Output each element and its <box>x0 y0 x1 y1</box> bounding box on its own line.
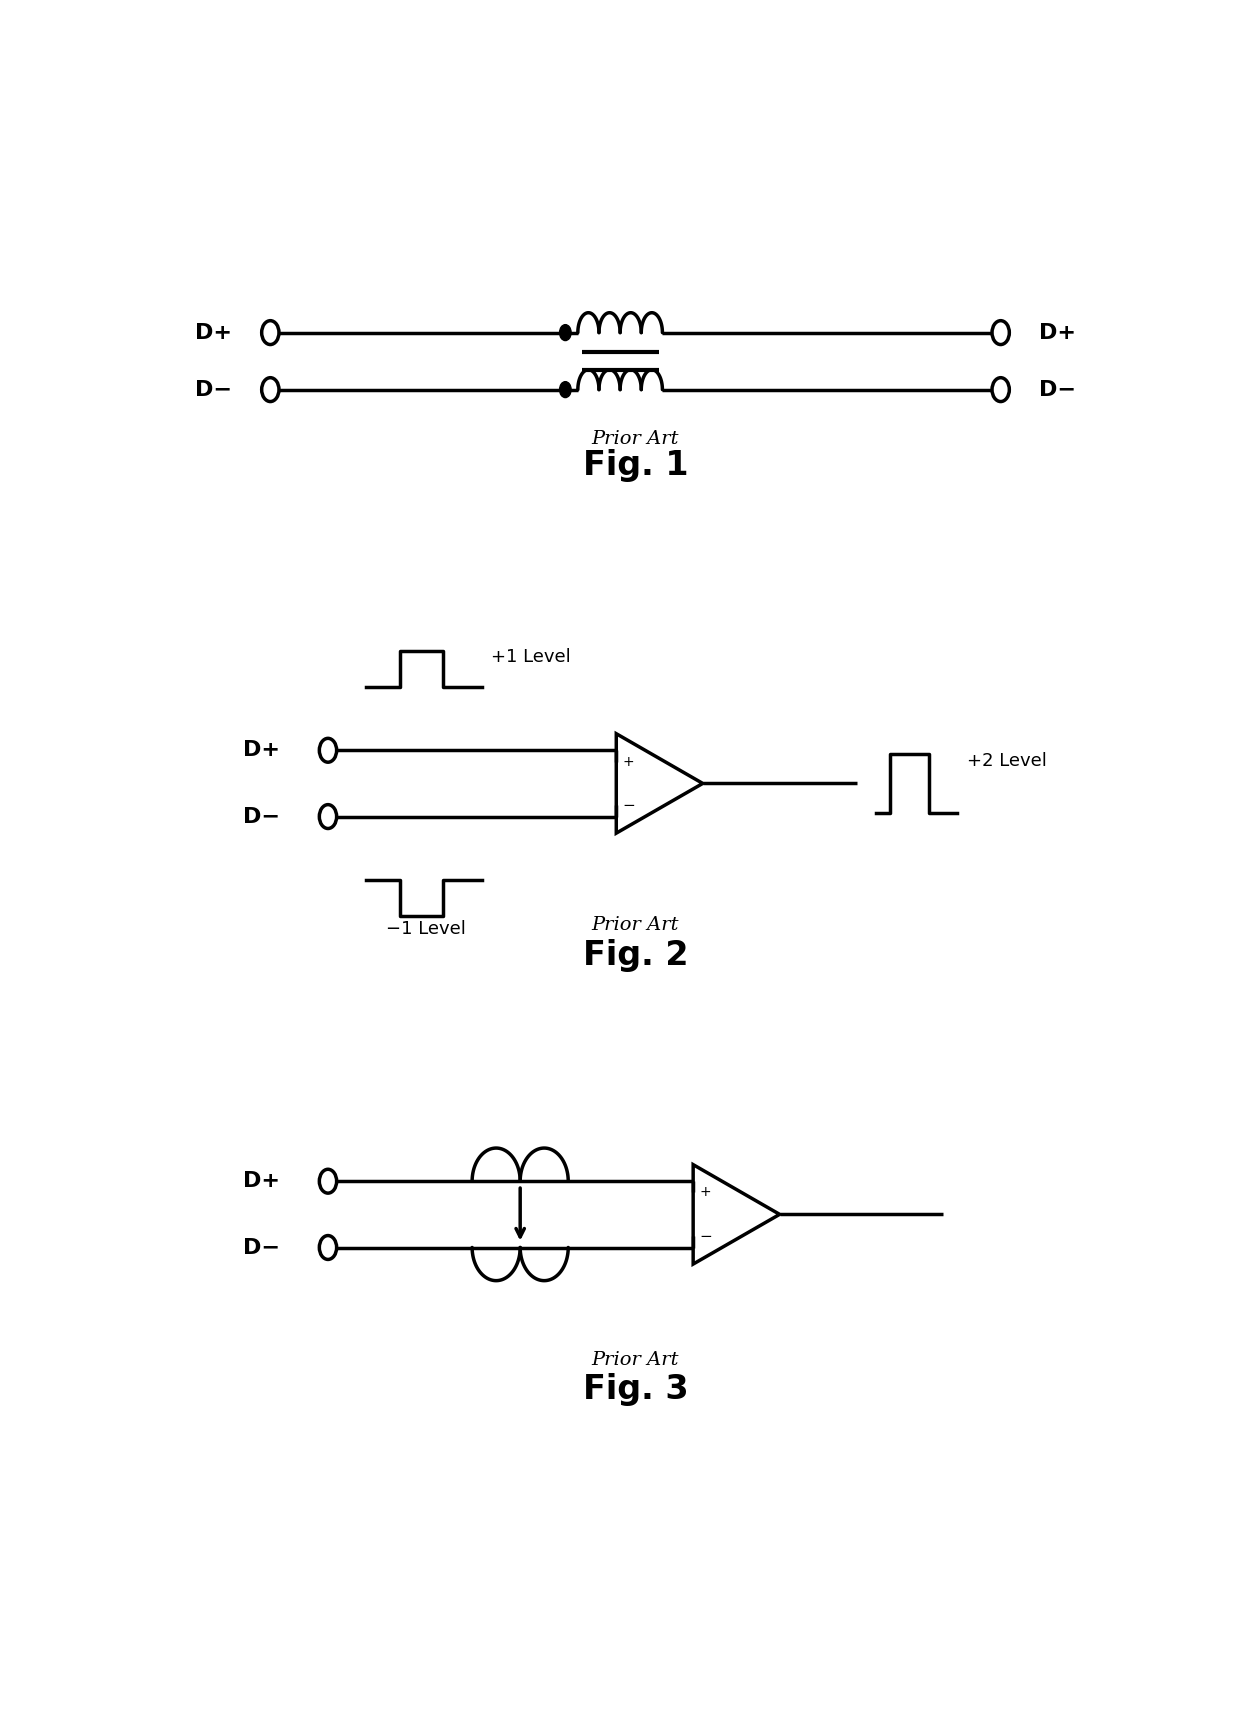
Text: Fig. 3: Fig. 3 <box>583 1372 688 1405</box>
Text: +1 Level: +1 Level <box>491 649 572 666</box>
Text: D−: D− <box>243 1238 280 1257</box>
Text: −: − <box>699 1230 712 1243</box>
Text: D+: D+ <box>195 322 232 343</box>
Text: D+: D+ <box>1039 322 1076 343</box>
Text: +2 Level: +2 Level <box>967 753 1047 770</box>
Circle shape <box>559 325 572 341</box>
Text: Fig. 1: Fig. 1 <box>583 449 688 482</box>
Text: −1 Level: −1 Level <box>386 920 465 938</box>
Circle shape <box>559 382 572 398</box>
Text: −: − <box>622 797 635 813</box>
Text: D+: D+ <box>243 740 280 761</box>
Text: Prior Art: Prior Art <box>591 1352 680 1369</box>
Text: D−: D− <box>1039 379 1076 400</box>
Text: Prior Art: Prior Art <box>591 916 680 935</box>
Text: +: + <box>699 1185 712 1200</box>
Text: D−: D− <box>243 806 280 827</box>
Text: D+: D+ <box>243 1171 280 1192</box>
Text: D−: D− <box>195 379 232 400</box>
Text: Fig. 2: Fig. 2 <box>583 938 688 973</box>
Text: +: + <box>622 754 635 768</box>
Text: Prior Art: Prior Art <box>591 430 680 448</box>
